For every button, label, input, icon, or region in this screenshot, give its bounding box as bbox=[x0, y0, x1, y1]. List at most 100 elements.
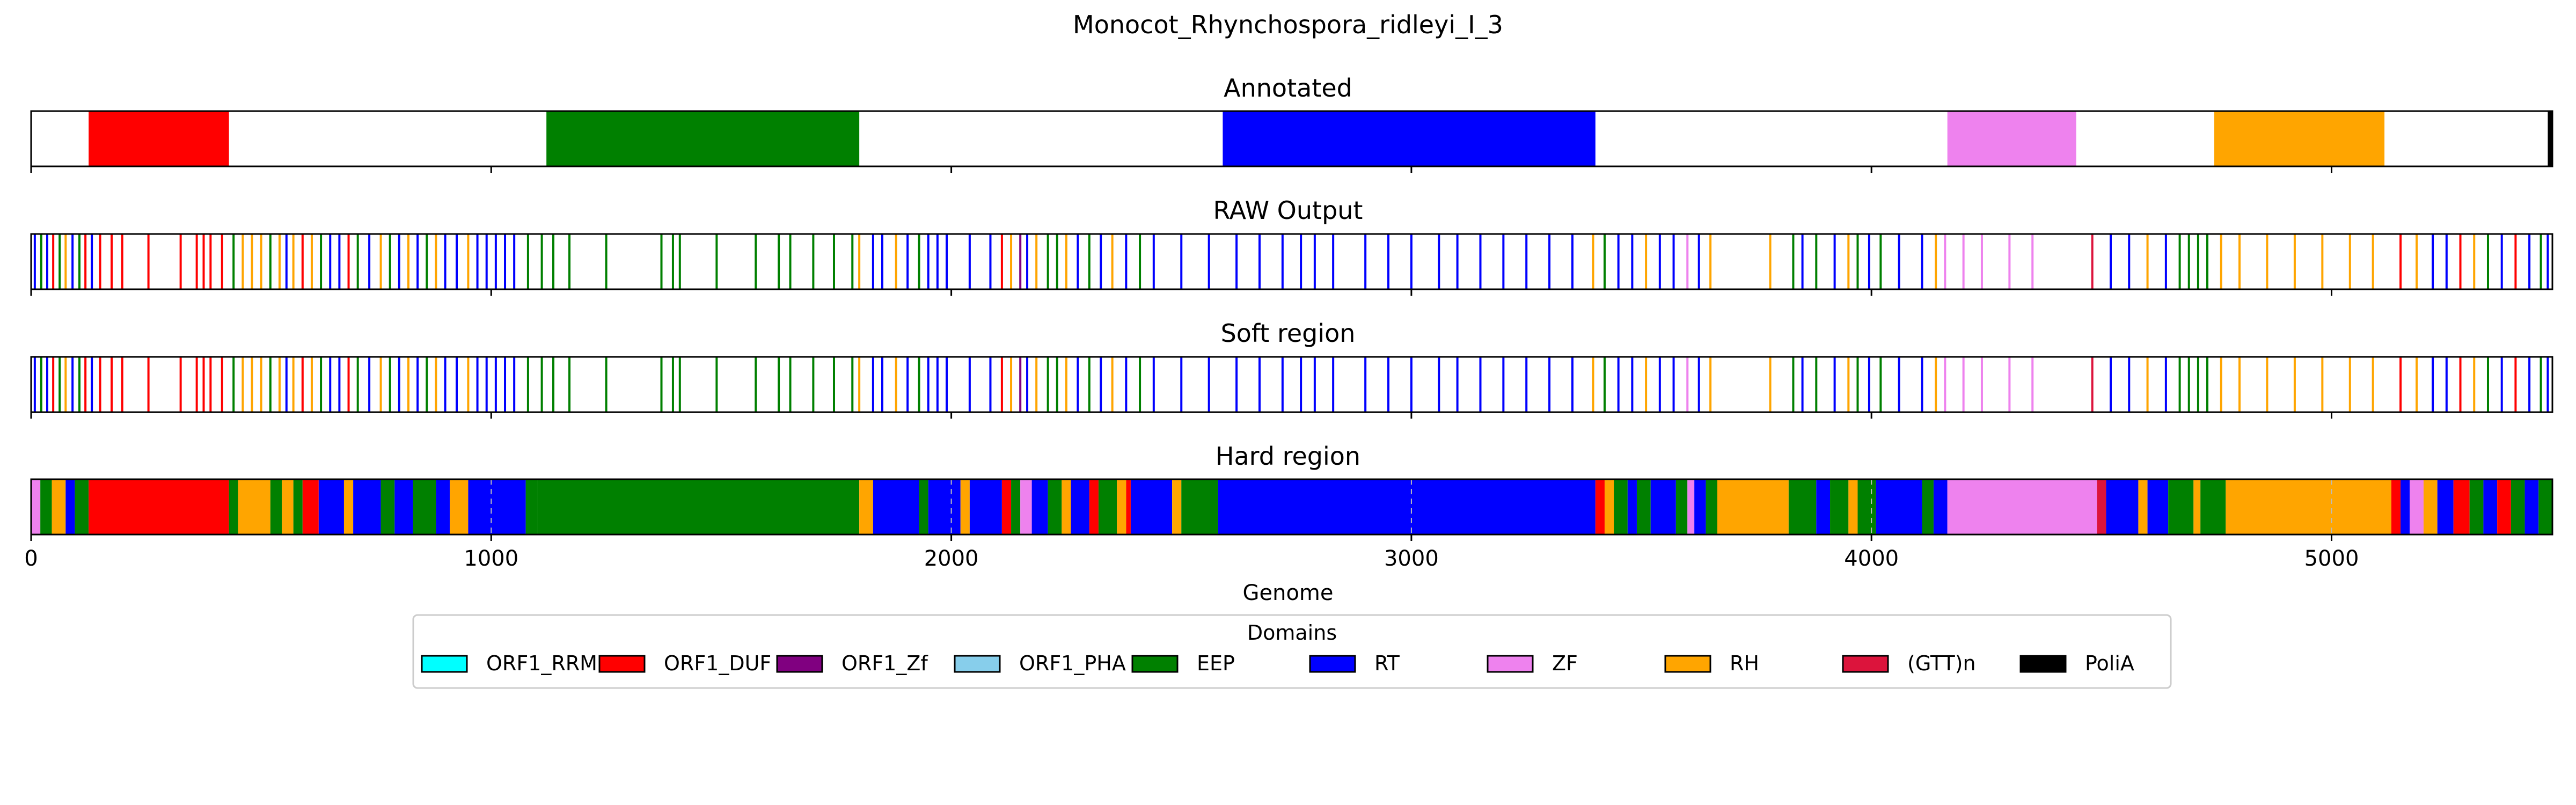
panels-group: Annotated RAW Output Soft region Hard regio… bbox=[30, 74, 2553, 541]
legend-swatch bbox=[776, 655, 823, 673]
segment-rt bbox=[2437, 479, 2454, 535]
segment-zf bbox=[1020, 479, 1032, 535]
segment-rt bbox=[1876, 479, 1922, 535]
legend-swatch bbox=[1842, 655, 1889, 673]
legend-swatch bbox=[1131, 655, 1179, 673]
x-tick-label: 4000 bbox=[1844, 546, 1899, 571]
legend-item-rh: RH bbox=[1664, 652, 1759, 675]
segment-rh bbox=[1604, 479, 1614, 535]
segment-rt bbox=[65, 479, 75, 535]
segment-rt bbox=[1223, 111, 1596, 166]
segment-eep bbox=[1181, 479, 1218, 535]
legend-swatch bbox=[598, 655, 646, 673]
legend-swatch bbox=[1664, 655, 1711, 673]
segment-rt bbox=[353, 479, 381, 535]
segment-zf bbox=[1947, 111, 2076, 166]
segment-eep bbox=[537, 479, 860, 535]
segment-rt bbox=[1816, 479, 1831, 535]
panel-frame bbox=[30, 356, 2553, 413]
segment-rh bbox=[238, 479, 270, 535]
figure-title: Monocot_Rhynchospora_ridleyi_I_3 bbox=[1073, 10, 1503, 39]
segment-rh bbox=[1117, 479, 1126, 535]
segment-eep bbox=[1636, 479, 1651, 535]
segment-rh bbox=[343, 479, 354, 535]
panel-title-soft-region: Soft region bbox=[1221, 319, 1356, 348]
segment-eep bbox=[380, 479, 395, 535]
panel-frame bbox=[30, 478, 2553, 536]
panel-raw-output: RAW Output bbox=[30, 196, 2553, 296]
segment-rt bbox=[1031, 479, 1048, 535]
segment-eep bbox=[1675, 479, 1688, 535]
legend-swatch bbox=[1487, 655, 1534, 673]
segment-orf1duf bbox=[302, 479, 319, 535]
panel-annotated: Annotated bbox=[30, 74, 2553, 173]
segment-rh bbox=[1717, 479, 1789, 535]
segment-rh bbox=[1172, 479, 1182, 535]
legend-label: ORF1_PHA bbox=[1019, 652, 1126, 675]
segment-rt bbox=[2147, 479, 2169, 535]
legend-label: ORF1_RRM bbox=[486, 652, 597, 675]
segment-eep bbox=[40, 479, 52, 535]
segment-rh bbox=[1062, 479, 1071, 535]
segment-rt bbox=[969, 479, 1002, 535]
segment-rt bbox=[468, 479, 526, 535]
segment-rt bbox=[928, 479, 961, 535]
panel-title-annotated: Annotated bbox=[1224, 74, 1352, 103]
segment-eep bbox=[270, 479, 282, 535]
segment-orf1duf bbox=[89, 479, 229, 535]
legend-title: Domains bbox=[1247, 621, 1337, 645]
segment-eep bbox=[919, 479, 928, 535]
segment-eep bbox=[293, 479, 303, 535]
segment-rt bbox=[436, 479, 450, 535]
segment-rt bbox=[873, 479, 919, 535]
segment-eep bbox=[2511, 479, 2525, 535]
segment-eep bbox=[1830, 479, 1849, 535]
panel-background bbox=[31, 357, 2552, 412]
legend-label: (GTT)n bbox=[1907, 652, 1976, 675]
segment-eep bbox=[546, 111, 860, 166]
segment-rt bbox=[2401, 479, 2410, 535]
legend-swatch bbox=[954, 655, 1001, 673]
segment-eep bbox=[2168, 479, 2194, 535]
x-axis: 0 1000 2000 3000 4000 5000 bbox=[24, 546, 2359, 571]
segment-eep bbox=[1011, 479, 1021, 535]
segment-polia bbox=[2548, 111, 2552, 166]
segment-rh bbox=[52, 479, 66, 535]
legend-item-polia: PoliA bbox=[2019, 652, 2134, 675]
segment-orf1duf bbox=[1595, 479, 1605, 535]
legend-item-orf1rrm: ORF1_RRM bbox=[421, 652, 597, 675]
legend-label: ZF bbox=[1552, 652, 1578, 675]
segment-eep bbox=[2469, 479, 2484, 535]
panel-frame bbox=[30, 233, 2553, 290]
legend-swatch bbox=[1309, 655, 1356, 673]
panel-title-hard-region: Hard region bbox=[1216, 442, 1360, 471]
segment-rh bbox=[2226, 479, 2391, 535]
segment-eep bbox=[413, 479, 436, 535]
segment-orf1duf bbox=[1089, 479, 1099, 535]
legend-label: RH bbox=[1730, 652, 1759, 675]
segment-rh bbox=[2423, 479, 2438, 535]
legend-item-eep: EEP bbox=[1131, 652, 1235, 675]
x-tick-label: 0 bbox=[24, 546, 38, 571]
x-tick-label: 5000 bbox=[2304, 546, 2359, 571]
segment-rt bbox=[1071, 479, 1089, 535]
legend-label: ORF1_Zf bbox=[841, 652, 928, 675]
segment-eep bbox=[1706, 479, 1718, 535]
segment-rt bbox=[1130, 479, 1173, 535]
legend-item-orf1zf: ORF1_Zf bbox=[776, 652, 928, 675]
legend: Domains ORF1_RRM ORF1_DUF ORF1_Zf ORF1_PHA EE… bbox=[412, 614, 2172, 689]
segment-zf bbox=[1947, 479, 2097, 535]
segment-rh bbox=[960, 479, 970, 535]
segment-rh bbox=[1848, 479, 1858, 535]
panel-soft-region: Soft region bbox=[30, 319, 2553, 419]
segment-zf bbox=[2410, 479, 2424, 535]
segment-orf1duf bbox=[1001, 479, 1012, 535]
segment-eep bbox=[2538, 479, 2552, 535]
segment-rh bbox=[859, 479, 873, 535]
legend-label: PoliA bbox=[2085, 652, 2134, 675]
segment-eep bbox=[2200, 479, 2226, 535]
segment-rt bbox=[2106, 479, 2139, 535]
segment-eep bbox=[1048, 479, 1062, 535]
segment-rh bbox=[450, 479, 469, 535]
